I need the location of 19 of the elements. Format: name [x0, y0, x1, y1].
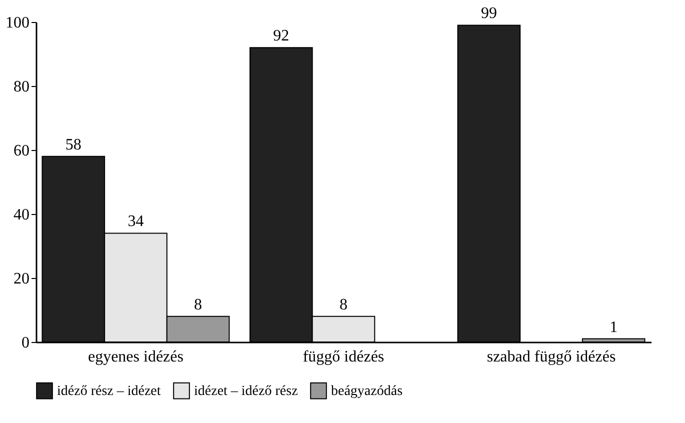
x-tick-label: függő idézés [302, 348, 384, 366]
data-label: 99 [480, 5, 497, 22]
x-tick-label: szabad függő idézés [486, 348, 616, 366]
data-label: 8 [194, 296, 202, 314]
y-tick-label: 100 [6, 14, 30, 32]
data-label: 1 [610, 318, 618, 336]
y-tick-label: 0 [22, 334, 30, 352]
legend-label: idézet – idéző rész [194, 384, 298, 399]
legend-label: beágyazódás [331, 384, 403, 399]
y-tick-label: 20 [14, 270, 30, 288]
y-tick-label: 80 [14, 78, 30, 96]
data-label: 8 [340, 296, 348, 314]
y-tick-label: 40 [14, 206, 30, 224]
x-tick-label: egyenes idézés [88, 348, 184, 366]
y-tick-label: 60 [14, 142, 30, 160]
data-label: 92 [273, 28, 290, 45]
legend-label: idéző rész – idézet [57, 384, 161, 399]
data-label: 34 [128, 213, 144, 230]
data-label: 58 [65, 136, 82, 154]
